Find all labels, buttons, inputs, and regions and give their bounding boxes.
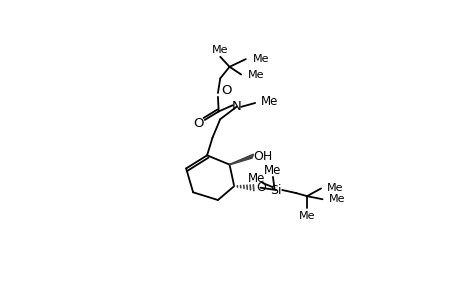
Polygon shape bbox=[229, 154, 253, 165]
Text: N: N bbox=[231, 100, 241, 113]
Text: Me: Me bbox=[252, 54, 269, 64]
Text: Me: Me bbox=[261, 95, 278, 108]
Text: Me: Me bbox=[247, 172, 265, 185]
Text: O: O bbox=[220, 84, 231, 97]
Text: O: O bbox=[193, 116, 203, 130]
Text: Si: Si bbox=[270, 184, 281, 196]
Text: OH: OH bbox=[253, 150, 272, 163]
Text: Me: Me bbox=[263, 164, 281, 177]
Text: Me: Me bbox=[328, 194, 345, 204]
Text: O: O bbox=[256, 181, 266, 194]
Text: Me: Me bbox=[326, 184, 343, 194]
Text: Me: Me bbox=[298, 211, 314, 221]
Text: Me: Me bbox=[212, 45, 228, 55]
Text: Me: Me bbox=[247, 70, 264, 80]
